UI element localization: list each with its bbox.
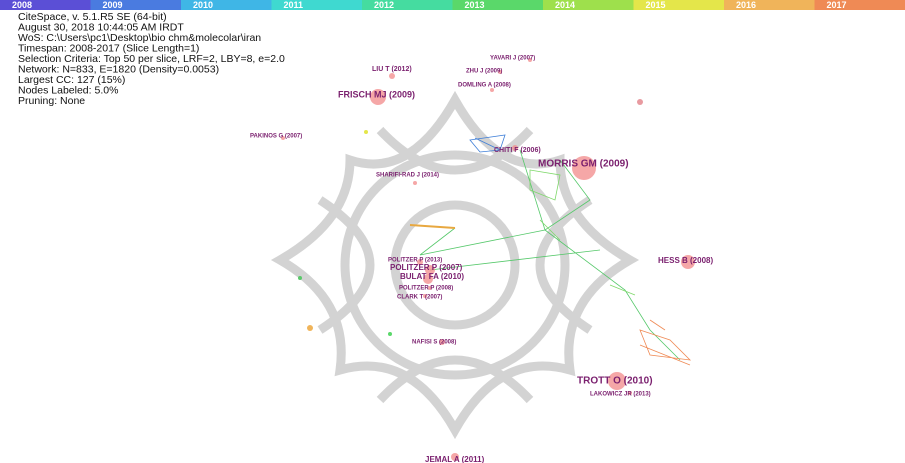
- year-label: 2008: [12, 0, 32, 10]
- node-label[interactable]: PAKINOS G (2007): [250, 134, 302, 140]
- node-label[interactable]: ZHU J (2009): [466, 69, 502, 75]
- info-panel: CiteSpace, v. 5.1.R5 SE (64-bit)August 3…: [18, 11, 285, 107]
- node-label[interactable]: DOMLING A (2008): [458, 83, 511, 89]
- minor-node: [388, 332, 392, 336]
- node-label[interactable]: CLARK T (2007): [397, 295, 442, 301]
- node-label[interactable]: TROTT O (2010): [577, 376, 653, 387]
- node-label[interactable]: LAKOWICZ JR (2013): [590, 392, 651, 398]
- year-label: 2015: [646, 0, 666, 10]
- node-label[interactable]: BULAT FA (2010): [400, 272, 464, 281]
- node-label[interactable]: JEMAL A (2011): [425, 455, 485, 463]
- node-label[interactable]: LIU T (2012): [372, 66, 412, 73]
- node-label[interactable]: SHARIFI-RAD J (2014): [376, 173, 439, 179]
- minor-node: [364, 130, 368, 134]
- minor-node: [298, 276, 302, 280]
- year-label: 2011: [284, 0, 304, 10]
- year-label: 2017: [827, 0, 847, 10]
- nodes: LIU T (2012) YAVARI J (2007) ZHU J (2009) D…: [250, 56, 713, 463]
- citespace-view: 2008 2009 2010 2011 2012 2013 2014 2015 2016 2017…: [0, 0, 905, 463]
- node-label[interactable]: HESS B (2008): [658, 256, 713, 265]
- year-label: 2012: [374, 0, 394, 10]
- node-label[interactable]: POLITZER P (2008): [399, 286, 453, 292]
- minor-node: [637, 99, 643, 105]
- year-label: 2014: [555, 0, 575, 10]
- year-label: 2013: [465, 0, 485, 10]
- year-label: 2009: [103, 0, 123, 10]
- info-line: Pruning: None: [18, 95, 85, 107]
- node[interactable]: [490, 88, 494, 92]
- minor-node: [307, 325, 313, 331]
- node[interactable]: [413, 181, 417, 185]
- node[interactable]: [389, 73, 395, 79]
- node-label[interactable]: NAFISI S (2008): [412, 340, 456, 346]
- year-label: 2016: [736, 0, 756, 10]
- year-label: 2010: [193, 0, 213, 10]
- timeline: 2008 2009 2010 2011 2012 2013 2014 2015 2016 2017: [0, 0, 905, 10]
- node-label[interactable]: FRISCH MJ (2009): [338, 89, 415, 99]
- node-label[interactable]: CHITI F (2006): [494, 147, 541, 154]
- node-label[interactable]: YAVARI J (2007): [490, 56, 535, 62]
- node-label[interactable]: POLITZER P (2007): [390, 263, 463, 272]
- node-label[interactable]: MORRIS GM (2009): [538, 159, 629, 170]
